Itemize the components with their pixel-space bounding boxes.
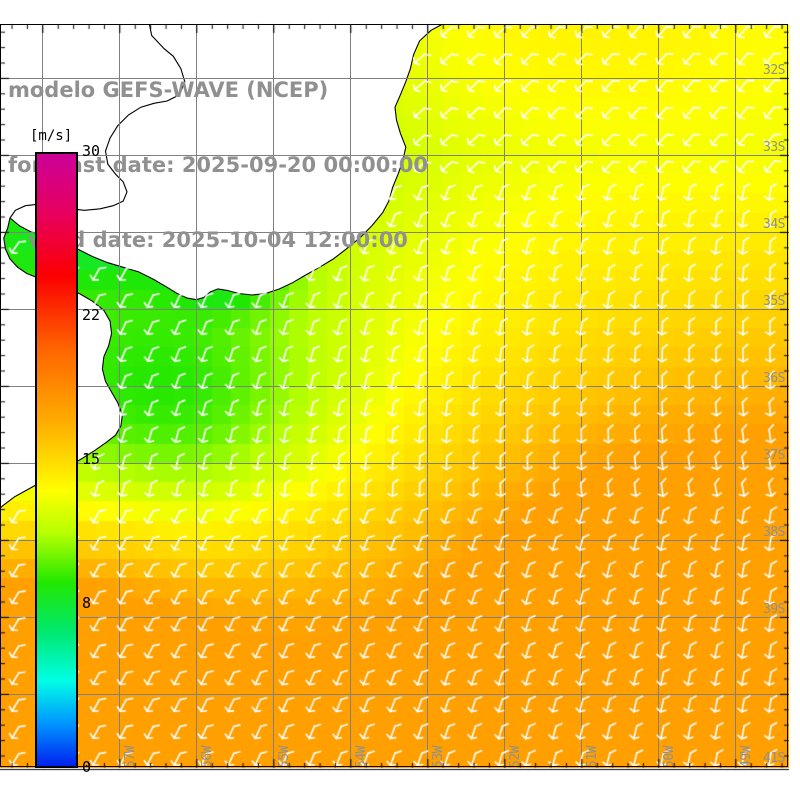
lat-label-41S: 41S bbox=[763, 751, 785, 766]
colorbar-tick-15: 15 bbox=[82, 450, 101, 468]
colorbar-unit-label: [m/s] bbox=[30, 128, 73, 144]
colorbar-tick-0: 0 bbox=[82, 758, 92, 776]
lon-label-52W: 52W bbox=[508, 746, 524, 768]
lat-label-37S: 37S bbox=[763, 447, 785, 463]
lat-label-32S: 32S bbox=[763, 62, 785, 78]
lon-label-55W: 55W bbox=[277, 746, 293, 768]
lat-label-36S: 36S bbox=[763, 370, 785, 386]
colorbar-gradient bbox=[35, 152, 78, 768]
lon-label-50W: 50W bbox=[662, 746, 678, 768]
colorbar bbox=[35, 152, 78, 768]
lon-label-57W: 57W bbox=[123, 746, 139, 768]
lon-label-49W: 49W bbox=[739, 746, 755, 768]
lat-label-33S: 33S bbox=[763, 139, 785, 155]
lat-label-35S: 35S bbox=[763, 293, 785, 309]
lat-label-38S: 38S bbox=[763, 524, 785, 540]
lon-label-51W: 51W bbox=[585, 746, 601, 768]
lon-label-54W: 54W bbox=[354, 746, 370, 768]
lon-label-53W: 53W bbox=[431, 746, 447, 768]
colorbar-tick-22: 22 bbox=[82, 306, 101, 325]
lon-label-56W: 56W bbox=[200, 746, 216, 768]
lat-label-34S: 34S bbox=[763, 216, 785, 232]
lat-label-39S: 39S bbox=[763, 601, 785, 617]
title-line-model: modelo GEFS-WAVE (NCEP) bbox=[8, 78, 329, 102]
colorbar-tick-8: 8 bbox=[82, 593, 92, 612]
colorbar-tick-30: 30 bbox=[82, 142, 101, 160]
